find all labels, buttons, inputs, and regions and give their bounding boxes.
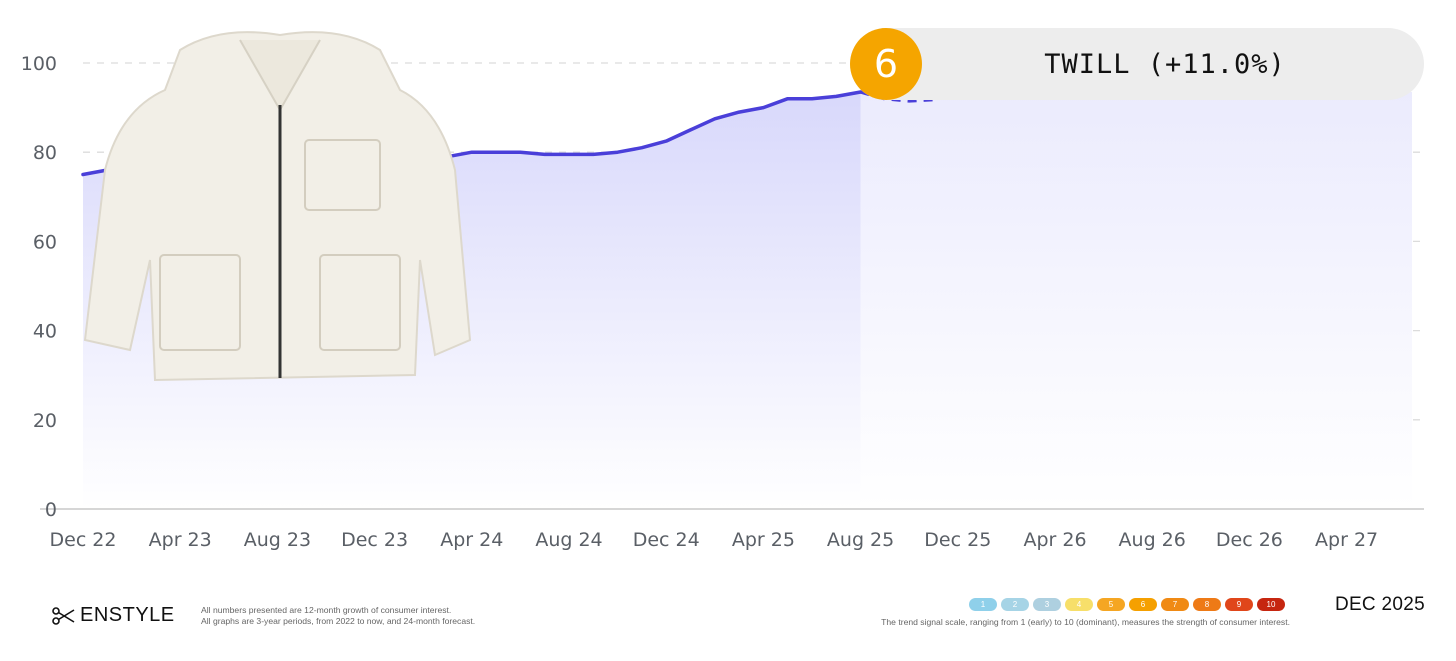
signal-level-9: 9 — [1225, 598, 1253, 611]
trend-title: TWILL (+11.0%) — [1044, 48, 1286, 80]
signal-level-3: 3 — [1033, 598, 1061, 611]
scale-caption: The trend signal scale, ranging from 1 (… — [881, 617, 1290, 627]
y-axis: 0 20 40 60 80 100 — [21, 53, 57, 521]
x-tick-label: Apr 26 — [1023, 529, 1086, 551]
y-tick-label: 60 — [33, 231, 57, 253]
x-tick-label: Apr 23 — [149, 529, 212, 551]
signal-level-1: 1 — [969, 598, 997, 611]
report-date: DEC 2025 — [1334, 594, 1425, 615]
footnote-line: All numbers presented are 12-month growt… — [201, 605, 452, 615]
y-tick-label: 100 — [21, 53, 57, 75]
signal-level-4: 4 — [1065, 598, 1093, 611]
x-tick-label: Dec 23 — [341, 529, 408, 551]
x-tick-label: Aug 24 — [535, 529, 602, 551]
signal-level-7: 7 — [1161, 598, 1189, 611]
scissors-icon — [52, 606, 75, 625]
brand-name: ENSTYLE — [80, 604, 175, 626]
y-tick-label: 20 — [33, 410, 57, 432]
brand-logo: ENSTYLE — [50, 604, 175, 627]
x-tick-label: Dec 26 — [1216, 529, 1283, 551]
x-tick-label: Aug 25 — [827, 529, 894, 551]
signal-level-2: 2 — [1001, 598, 1029, 611]
footnote: All numbers presented are 12-month growt… — [201, 605, 475, 627]
x-tick-label: Dec 22 — [50, 529, 117, 551]
signal-level-5: 5 — [1097, 598, 1125, 611]
signal-level-10: 10 — [1257, 598, 1285, 611]
footnote-line: All graphs are 3-year periods, from 2022… — [201, 616, 476, 626]
forecast-band — [860, 91, 1412, 510]
y-tick-label: 40 — [33, 321, 57, 343]
y-tick-label: 80 — [33, 142, 57, 164]
x-tick-label: Apr 27 — [1315, 529, 1378, 551]
y-tick-label: 0 — [45, 499, 57, 521]
x-tick-label: Dec 25 — [924, 529, 991, 551]
product-image — [83, 31, 472, 382]
rank-badge: 6 — [850, 28, 922, 100]
x-tick-label: Apr 25 — [732, 529, 795, 551]
signal-scale: 1 2 3 4 5 6 7 8 9 10 — [969, 598, 1285, 611]
x-tick-label: Aug 26 — [1119, 529, 1186, 551]
trend-title-pill — [850, 28, 1424, 100]
signal-level-8: 8 — [1193, 598, 1221, 611]
x-axis: Dec 22 Apr 23 Aug 23 Dec 23 Apr 24 Aug 24 Dec … — [50, 529, 1379, 551]
x-tick-label: Aug 23 — [244, 529, 311, 551]
x-tick-label: Dec 24 — [633, 529, 700, 551]
signal-level-6: 6 — [1129, 598, 1157, 611]
x-tick-label: Apr 24 — [440, 529, 503, 551]
